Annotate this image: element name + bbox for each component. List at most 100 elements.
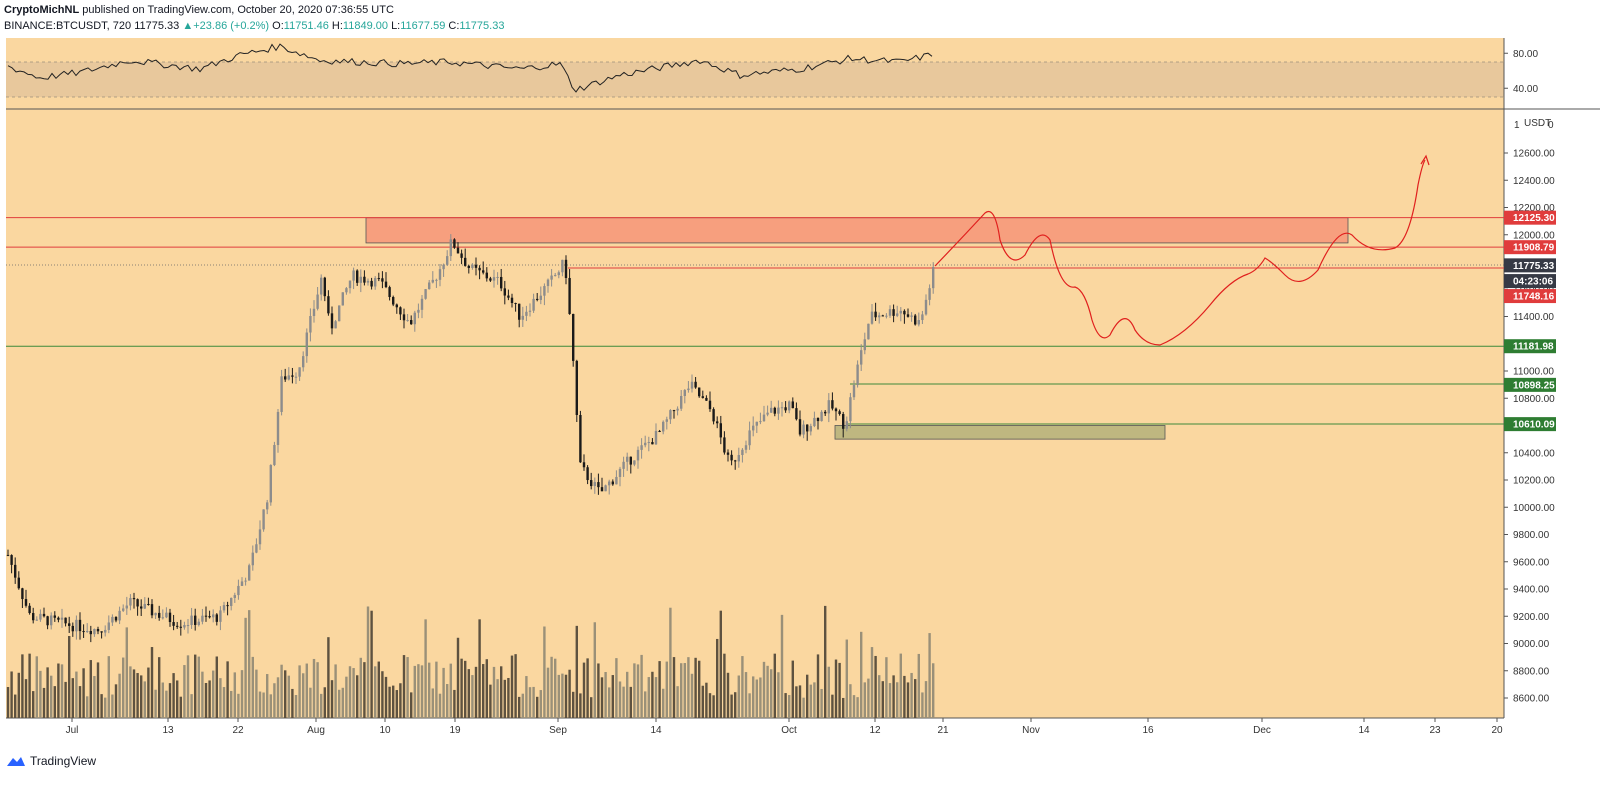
- resistance-zone[interactable]: [365, 217, 1349, 244]
- volume-bar: [140, 675, 143, 718]
- candle-body: [172, 622, 175, 626]
- volume-bar: [921, 692, 924, 718]
- rsi-axis: 80.00 40.00: [1504, 49, 1538, 95]
- candle-body: [932, 267, 935, 289]
- candle-body: [370, 280, 373, 287]
- price-labels: 12125.30 11908.79 11775.33 04:23:06 11748.16…: [1504, 210, 1556, 432]
- candle-body: [885, 315, 888, 317]
- candle-body: [129, 598, 132, 606]
- candle-body: [791, 401, 794, 409]
- candle-body: [633, 460, 636, 465]
- candle-body: [672, 410, 676, 412]
- candle-body: [280, 376, 283, 412]
- volume-bar: [536, 696, 539, 718]
- projection-path[interactable]: [934, 159, 1426, 346]
- symbol-label[interactable]: BINANCE:BTCUSDT, 720: [4, 20, 132, 32]
- candle-body: [377, 278, 380, 280]
- volume-bar: [849, 684, 852, 718]
- price-tick-label: 10400.00: [1513, 448, 1555, 459]
- candle-body: [42, 613, 46, 617]
- volume-bar: [150, 647, 154, 718]
- candle-body: [838, 411, 841, 415]
- volume-bar: [780, 614, 784, 718]
- price-label-box: [1504, 417, 1556, 432]
- volume-bar: [190, 694, 193, 718]
- volume-bar: [755, 679, 758, 718]
- volume-bar: [863, 682, 866, 718]
- time-tick-label: Oct: [781, 725, 797, 736]
- volume-bar: [50, 675, 53, 718]
- candle-body: [352, 270, 355, 281]
- candle-body: [852, 385, 856, 398]
- candle-body: [341, 292, 344, 306]
- candle-body: [395, 304, 398, 308]
- candle-body: [748, 430, 751, 446]
- volume-bar: [662, 688, 665, 718]
- volume-bar: [453, 689, 456, 718]
- candle-body: [212, 614, 215, 618]
- volume-bar: [723, 653, 726, 718]
- candle-body: [284, 376, 287, 380]
- tradingview-logo[interactable]: TradingView: [6, 754, 96, 768]
- volume-bar: [356, 675, 359, 718]
- time-tick-label: 13: [162, 725, 174, 736]
- candle-body: [474, 264, 478, 268]
- volume-bar: [608, 687, 611, 718]
- candle-body: [917, 320, 920, 325]
- volume-bar: [899, 653, 902, 718]
- candle-body: [86, 631, 89, 633]
- volume-bar: [345, 676, 348, 718]
- volume-bar: [24, 679, 28, 718]
- time-tick-label: Sep: [549, 725, 567, 736]
- price-label-box: [1504, 210, 1556, 225]
- volume-bar: [309, 687, 312, 718]
- candle-body: [492, 277, 496, 281]
- volume-bar: [107, 656, 110, 718]
- candle-body: [114, 616, 118, 621]
- volume-bar: [633, 663, 636, 718]
- candle-body: [122, 608, 125, 611]
- candle-body: [309, 316, 312, 333]
- candle-body: [464, 257, 467, 266]
- price-tick-label: 9000.00: [1513, 639, 1550, 650]
- volume-bar: [456, 637, 460, 718]
- support-zone[interactable]: [834, 425, 1166, 440]
- candle-body: [57, 617, 60, 620]
- candle-body: [676, 408, 679, 411]
- volume-bar: [147, 667, 150, 718]
- price-label-box: [1504, 258, 1556, 273]
- volume-bar: [446, 684, 449, 718]
- candle-body: [568, 277, 571, 314]
- price-label-box: [1504, 377, 1556, 392]
- price-tick-label: 12600.00: [1513, 149, 1555, 160]
- candle-body: [622, 461, 625, 469]
- price-tick-label: 10200.00: [1513, 476, 1555, 487]
- volume-bar: [258, 691, 262, 718]
- candle-body: [17, 577, 20, 589]
- candle-body: [579, 414, 582, 463]
- volume-bar: [917, 653, 920, 718]
- volume-bar: [410, 692, 413, 718]
- candle-body: [89, 631, 92, 635]
- candle-body: [525, 311, 528, 316]
- candle-body: [755, 421, 758, 426]
- low-value: 11677.59: [400, 20, 446, 32]
- candle-body: [374, 278, 377, 287]
- price-tick-label: 9800.00: [1513, 530, 1550, 541]
- horizontal-lines: [6, 217, 1504, 347]
- zones: [365, 217, 1349, 440]
- time-tick-label: 22: [232, 725, 244, 736]
- candle-body: [737, 454, 740, 462]
- candle-body: [698, 387, 701, 397]
- volume-bar: [273, 683, 276, 718]
- volume-bar: [53, 686, 56, 718]
- volume-bar: [17, 672, 20, 718]
- candle-body: [165, 612, 168, 618]
- candle-body: [366, 280, 370, 283]
- candle-body: [752, 425, 755, 431]
- author-name[interactable]: CryptoMichNL: [4, 4, 80, 16]
- candle-body: [255, 544, 258, 553]
- candle-body: [788, 401, 791, 411]
- candle-body: [503, 288, 506, 296]
